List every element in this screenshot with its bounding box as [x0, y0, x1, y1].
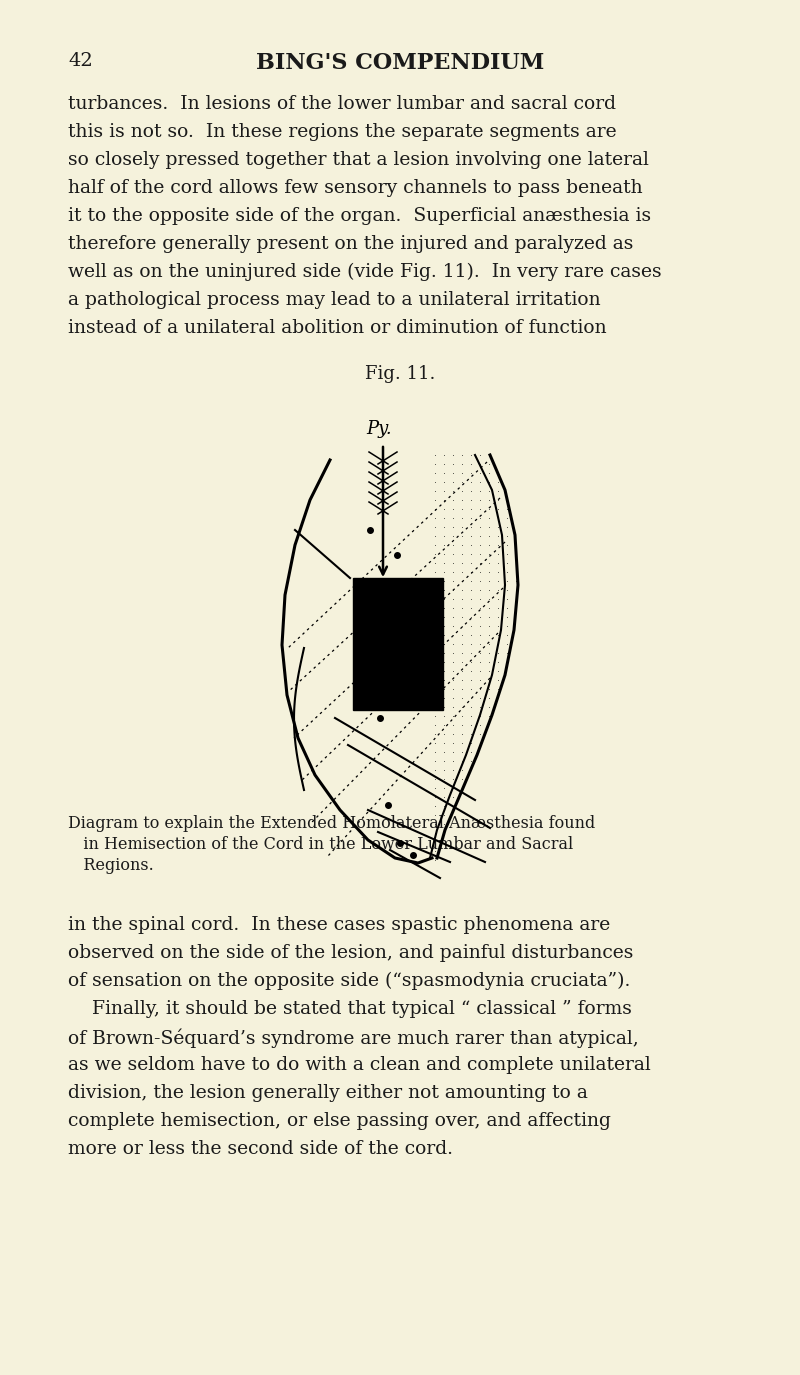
Text: in the spinal cord.  In these cases spastic phenomena are: in the spinal cord. In these cases spast…	[68, 916, 610, 934]
Text: Py.: Py.	[366, 419, 392, 439]
Text: turbances.  In lesions of the lower lumbar and sacral cord: turbances. In lesions of the lower lumba…	[68, 95, 616, 113]
Text: so closely pressed together that a lesion involving one lateral: so closely pressed together that a lesio…	[68, 151, 649, 169]
Text: division, the lesion generally either not amounting to a: division, the lesion generally either no…	[68, 1084, 588, 1101]
Text: a pathological process may lead to a unilateral irritation: a pathological process may lead to a uni…	[68, 292, 601, 309]
Text: Diagram to explain the Extended Homolateral Anæsthesia found: Diagram to explain the Extended Homolate…	[68, 815, 595, 832]
Text: therefore generally present on the injured and paralyzed as: therefore generally present on the injur…	[68, 235, 634, 253]
Text: 42: 42	[68, 52, 93, 70]
Text: complete hemisection, or else passing over, and affecting: complete hemisection, or else passing ov…	[68, 1112, 611, 1130]
Text: observed on the side of the lesion, and painful disturbances: observed on the side of the lesion, and …	[68, 945, 634, 962]
Text: Finally, it should be stated that typical “ classical ” forms: Finally, it should be stated that typica…	[68, 1000, 632, 1018]
Text: Regions.: Regions.	[68, 857, 154, 874]
Bar	[353, 578, 443, 710]
Text: BING'S COMPENDIUM: BING'S COMPENDIUM	[256, 52, 544, 74]
Text: half of the cord allows few sensory channels to pass beneath: half of the cord allows few sensory chan…	[68, 179, 642, 197]
Text: more or less the second side of the cord.: more or less the second side of the cord…	[68, 1140, 453, 1158]
Text: Fig. 11.: Fig. 11.	[365, 364, 435, 384]
Text: in Hemisection of the Cord in the Lower Lumbar and Sacral: in Hemisection of the Cord in the Lower …	[68, 836, 574, 852]
Text: this is not so.  In these regions the separate segments are: this is not so. In these regions the sep…	[68, 122, 617, 142]
Text: of Brown-Séquard’s syndrome are much rarer than atypical,: of Brown-Séquard’s syndrome are much rar…	[68, 1028, 638, 1048]
Text: it to the opposite side of the organ.  Superficial anæsthesia is: it to the opposite side of the organ. Su…	[68, 208, 651, 226]
Text: of sensation on the opposite side (“spasmodynia cruciata”).: of sensation on the opposite side (“spas…	[68, 972, 630, 990]
Text: instead of a unilateral abolition or diminution of function: instead of a unilateral abolition or dim…	[68, 319, 606, 337]
Text: as we seldom have to do with a clean and complete unilateral: as we seldom have to do with a clean and…	[68, 1056, 650, 1074]
Text: well as on the uninjured side (vide Fig. 11).  In very rare cases: well as on the uninjured side (vide Fig.…	[68, 263, 662, 282]
